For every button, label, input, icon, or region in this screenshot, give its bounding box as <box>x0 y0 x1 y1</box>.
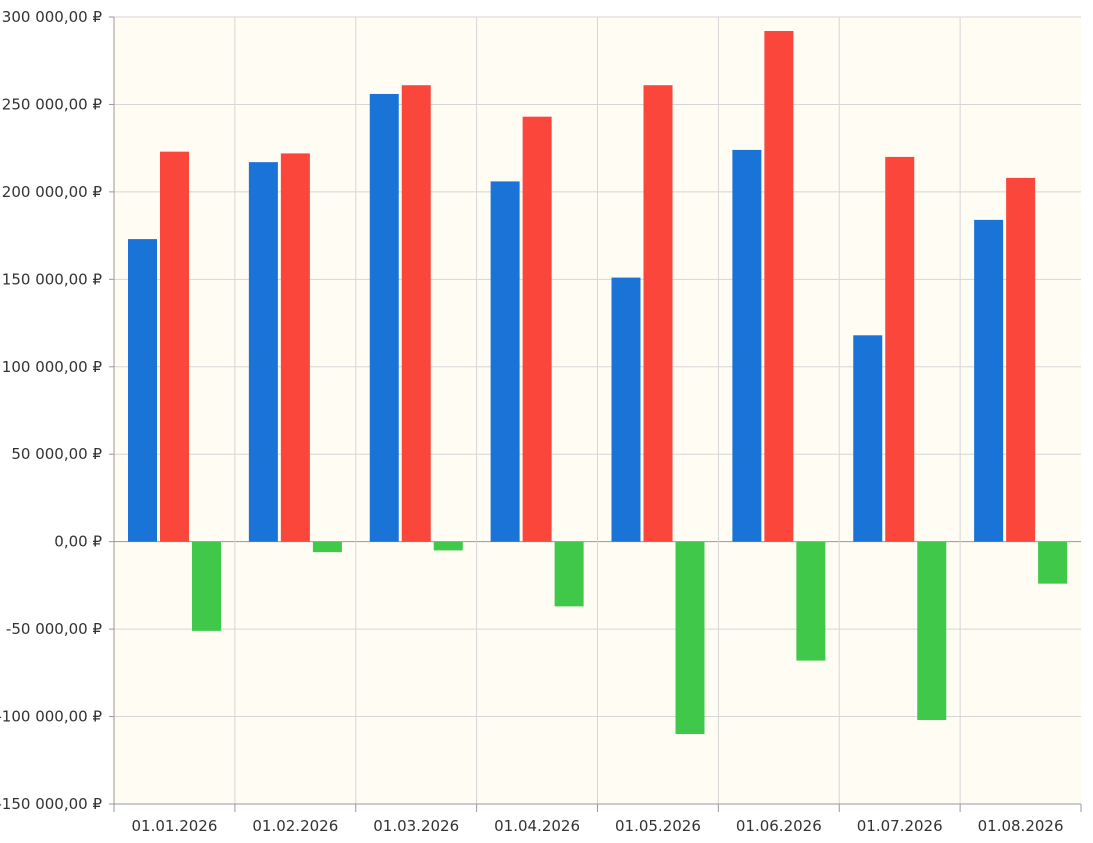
y-tick-label: 200 000,00 ₽ <box>2 183 103 201</box>
bar-series-3 <box>554 541 584 607</box>
bar-series-3 <box>796 541 826 661</box>
bar-series-2 <box>885 156 915 542</box>
bar-series-1 <box>611 277 641 542</box>
y-tick-label: -50 000,00 ₽ <box>6 620 103 638</box>
bar-series-3 <box>312 541 342 553</box>
bar-series-2 <box>160 151 189 542</box>
bar-series-1 <box>732 149 762 542</box>
x-tick-label: 01.03.2026 <box>373 817 459 835</box>
x-tick-label: 01.02.2026 <box>252 817 338 835</box>
x-tick-label: 01.01.2026 <box>131 817 217 835</box>
y-tick-label: 300 000,00 ₽ <box>2 8 103 26</box>
bar-series-3 <box>675 541 705 735</box>
y-tick-label: 250 000,00 ₽ <box>2 95 103 113</box>
bar-series-1 <box>853 335 883 542</box>
bars <box>128 30 1068 735</box>
bar-series-1 <box>369 93 399 542</box>
x-tick-label: 01.05.2026 <box>615 817 701 835</box>
bar-series-2 <box>643 85 673 542</box>
bar-series-2 <box>764 30 794 542</box>
bar-series-1 <box>248 162 278 542</box>
bar-series-1 <box>974 219 1004 542</box>
bar-series-2 <box>401 85 431 542</box>
y-tick-label: 50 000,00 ₽ <box>11 445 102 463</box>
bar-series-2 <box>522 116 552 542</box>
y-tick-label: 0,00 ₽ <box>54 533 102 551</box>
y-tick-label: -150 000,00 ₽ <box>0 795 102 813</box>
bar-series-2 <box>1006 177 1036 542</box>
x-tick-label: 01.06.2026 <box>736 817 822 835</box>
axes <box>109 16 1082 812</box>
x-tick-label: 01.08.2026 <box>978 817 1064 835</box>
bar-series-3 <box>917 541 947 721</box>
bar-series-2 <box>280 153 310 542</box>
bar-series-3 <box>1038 541 1068 584</box>
y-tick-label: 100 000,00 ₽ <box>2 358 103 376</box>
x-tick-label: 01.07.2026 <box>857 817 943 835</box>
bar-series-1 <box>128 239 157 542</box>
y-tick-label: 150 000,00 ₽ <box>2 270 103 288</box>
x-tick-label: 01.04.2026 <box>494 817 580 835</box>
tick-labels: 300 000,00 ₽ 250 000,00 ₽ 200 000,00 ₽ 150 … <box>0 8 1064 835</box>
bar-series-3 <box>192 541 221 631</box>
y-tick-label: -100 000,00 ₽ <box>0 708 102 726</box>
bar-series-3 <box>433 541 463 551</box>
bar-series-1 <box>490 181 520 542</box>
